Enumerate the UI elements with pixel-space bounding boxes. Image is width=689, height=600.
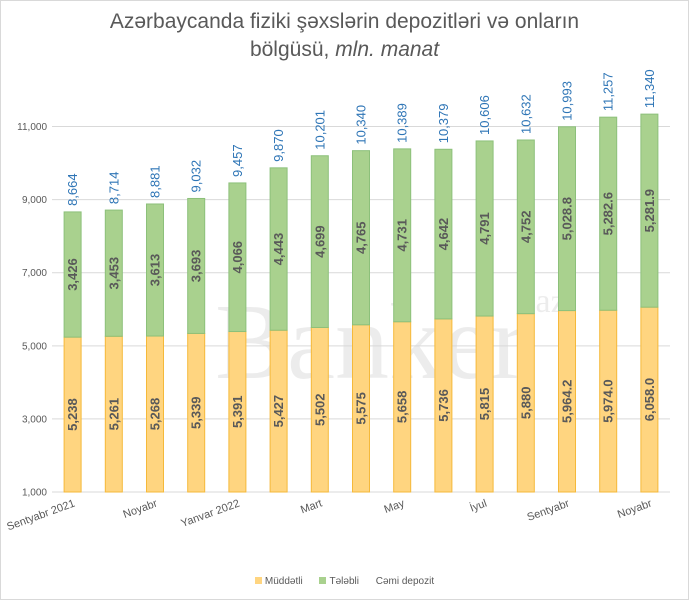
data-label-total: 8,664	[65, 173, 80, 206]
data-label-talebli: 4,699	[312, 225, 327, 258]
bar-talebli	[146, 203, 164, 337]
data-label-total: 10,606	[477, 95, 492, 135]
data-label-talebli: 4,765	[354, 221, 369, 254]
data-label-muddetli: 5,339	[189, 396, 204, 429]
bar-talebli	[516, 139, 535, 315]
data-label-muddetli: 5,261	[106, 398, 121, 431]
data-label-total: 10,201	[312, 110, 327, 150]
bar-talebli	[63, 211, 82, 338]
data-label-muddetli: 5,427	[271, 395, 286, 428]
data-label-muddetli: 5,575	[354, 392, 369, 425]
bar-talebli	[393, 148, 412, 323]
data-label-muddetli: 5,391	[230, 395, 245, 428]
legend-item-muddetli: Müddətli	[254, 576, 303, 587]
data-label-muddetli: 5,964.2	[560, 380, 575, 423]
bar-talebli	[187, 197, 206, 334]
data-label-muddetli: 5,880	[518, 387, 533, 420]
data-label-total: 11,340	[642, 69, 657, 108]
chart-title-line1: Azərbaycanda fiziki şəxslərin depozitlər…	[109, 10, 580, 33]
chart-title: Azərbaycanda fiziki şəxslərin depozitlər…	[0, 8, 689, 64]
y-tick-label: 1,000	[22, 488, 47, 499]
data-label-total: 9,870	[271, 129, 286, 162]
legend-swatch-talebli	[319, 577, 327, 584]
chart-title-unit: mln. manat	[335, 38, 440, 61]
chart-legend: Müddətli Tələbli Cəmi depozit	[0, 576, 689, 587]
data-label-total: 9,457	[230, 144, 245, 177]
data-label-talebli: 4,752	[518, 211, 533, 244]
legend-swatch-muddetli	[254, 577, 262, 584]
data-label-talebli: 3,693	[189, 250, 204, 283]
bar-talebli	[434, 148, 453, 320]
data-label-talebli: 3,426	[65, 258, 80, 291]
x-tick-label: May	[383, 497, 407, 516]
y-tick-label: 5,000	[22, 341, 47, 352]
data-label-talebli: 3,613	[148, 254, 163, 287]
bar-talebli	[475, 140, 494, 317]
legend-item-cemi-depozit: Cəmi depozit	[376, 576, 434, 587]
data-label-total: 10,632	[518, 94, 533, 134]
data-label-muddetli: 5,238	[65, 398, 80, 431]
data-label-talebli: 5,282.6	[601, 192, 616, 235]
legend-label-muddetli: Müddətli	[264, 576, 303, 587]
chart-title-line2: bölgüsü, mln. manat	[0, 36, 689, 64]
data-label-muddetli: 5,736	[436, 389, 451, 422]
data-label-total: 10,379	[436, 104, 451, 144]
bar-talebli	[104, 209, 123, 337]
legend-label-cemi-depozit: Cəmi depozit	[375, 576, 435, 587]
data-label-talebli: 4,731	[395, 219, 410, 252]
y-tick-label: 3,000	[22, 414, 47, 425]
x-tick-label: Mart	[299, 498, 324, 517]
bar-talebli	[352, 150, 370, 326]
bar-talebli	[640, 113, 659, 308]
data-label-muddetli: 5,268	[148, 398, 163, 431]
legend-label-talebli: Tələbli	[329, 576, 359, 587]
bar-talebli	[310, 155, 329, 328]
data-label-total: 10,993	[560, 81, 575, 121]
data-label-muddetli: 5,658	[395, 391, 410, 424]
data-label-talebli: 3,453	[106, 257, 121, 290]
bar-talebli	[269, 167, 288, 331]
data-label-total: 11,257	[601, 72, 616, 111]
data-label-talebli: 4,791	[477, 212, 492, 245]
x-tick-label: Sentyabr	[526, 497, 572, 523]
data-label-muddetli: 6,058.0	[642, 378, 657, 421]
stacked-bar-chart: Banker .az1,0003,0005,0007,0009,00011,000…	[5, 69, 670, 534]
bar-talebli	[228, 182, 247, 333]
y-tick-label: 9,000	[22, 195, 47, 206]
data-label-total: 10,389	[395, 103, 410, 143]
x-tick-label: Sentyabr 2021	[5, 498, 76, 534]
legend-item-talebli: Tələbli	[319, 576, 359, 587]
data-label-muddetli: 5,815	[477, 388, 492, 421]
data-label-total: 8,714	[106, 172, 121, 205]
data-label-talebli: 4,443	[271, 233, 286, 266]
data-label-muddetli: 5,502	[312, 393, 327, 426]
x-tick-label: Yanvar 2022	[179, 498, 241, 530]
x-tick-label: Noyabr	[616, 497, 654, 521]
data-label-total: 9,032	[189, 160, 204, 193]
watermark-logo: Banker	[215, 283, 527, 402]
data-label-total: 8,881	[148, 165, 163, 198]
y-tick-label: 7,000	[22, 268, 47, 279]
data-label-muddetli: 5,974.0	[601, 379, 616, 422]
chart-title-line2-text: bölgüsü,	[249, 38, 330, 61]
y-tick-label: 11,000	[17, 122, 47, 133]
data-label-talebli: 5,028.8	[560, 197, 575, 240]
data-label-talebli: 4,066	[230, 241, 245, 274]
data-label-total: 10,340	[354, 105, 369, 145]
data-label-talebli: 4,642	[436, 218, 451, 251]
x-tick-label: Noyabr	[122, 497, 160, 521]
x-tick-label: İyul	[468, 497, 489, 515]
data-label-talebli: 5,281.9	[642, 189, 657, 232]
bar-talebli	[558, 126, 576, 312]
bar-talebli	[599, 116, 618, 311]
